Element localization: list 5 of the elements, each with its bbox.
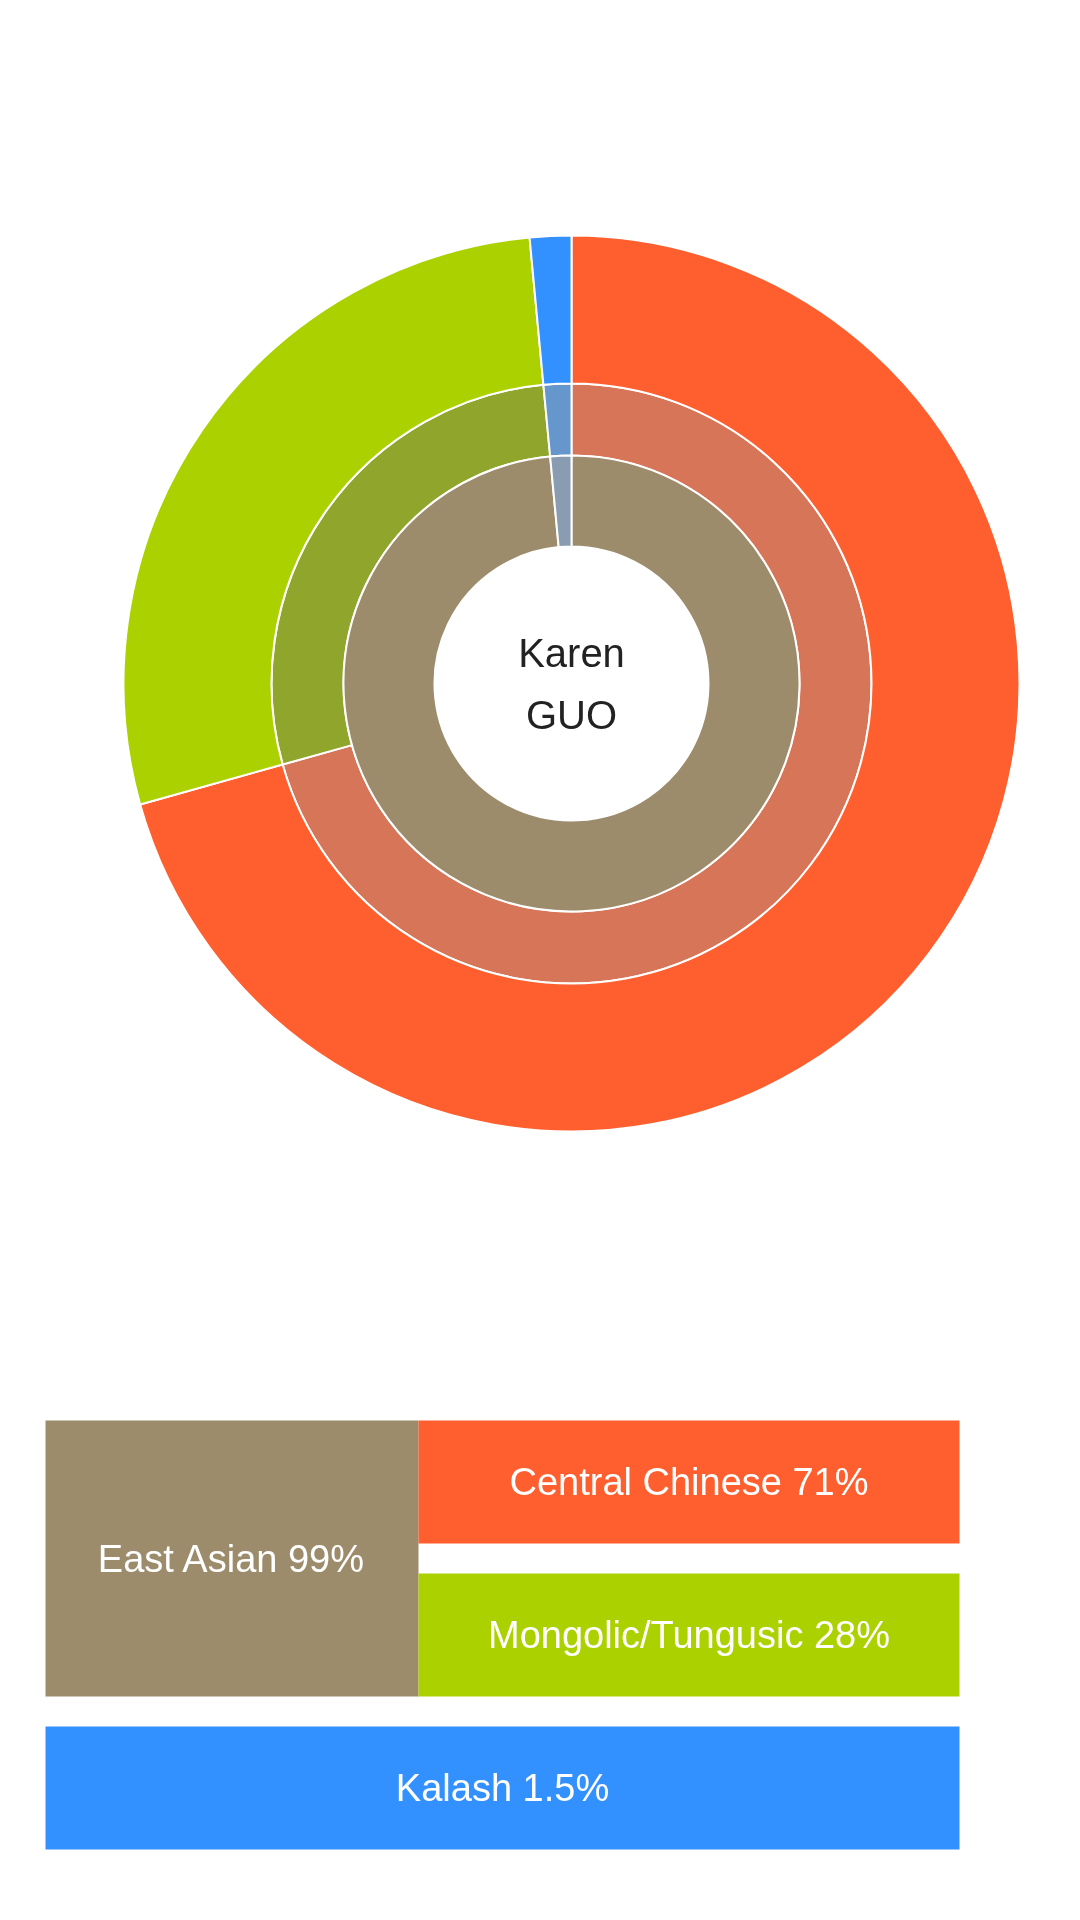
text: Karen GUO	[518, 630, 625, 737]
category-label: East Asian 99%	[97, 1537, 365, 1580]
category-label: Kalash 1.5%	[395, 1767, 610, 1809]
category-label: Mongolic/Tungusic 28%	[487, 1614, 891, 1656]
category-label: Central Chinese 71%	[509, 1461, 869, 1503]
